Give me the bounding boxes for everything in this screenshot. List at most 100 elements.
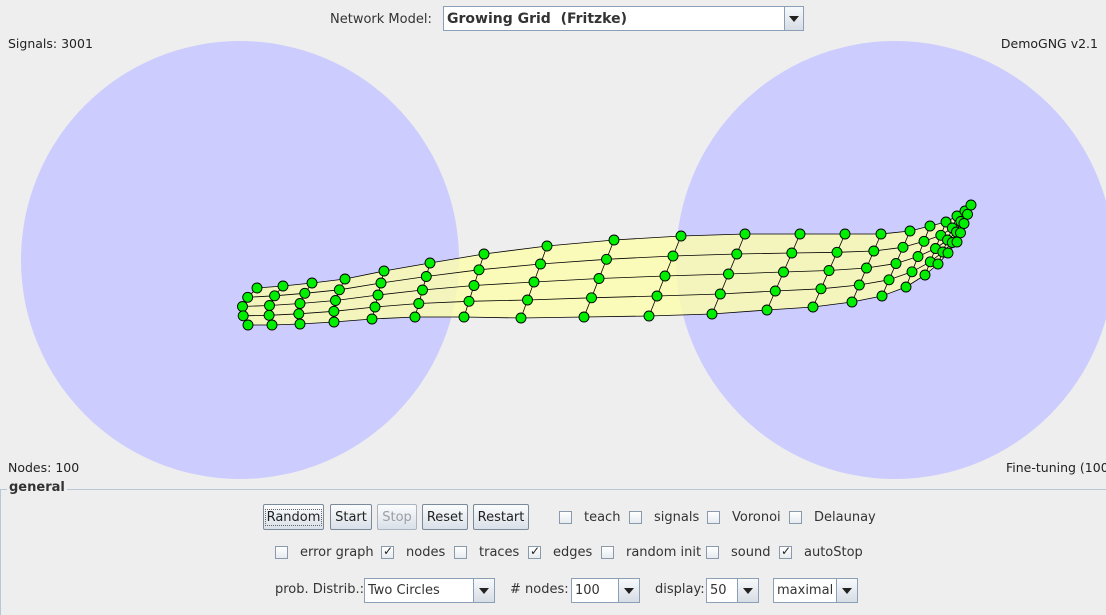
- mesh-edge: [333, 306, 376, 312]
- autostop-checkbox[interactable]: autoStop: [779, 544, 863, 560]
- mesh-edge: [812, 301, 853, 308]
- signals-count: Signals: 3001: [8, 36, 93, 51]
- num-nodes-dropdown-button[interactable]: [618, 579, 639, 602]
- grid-node: [904, 225, 916, 237]
- grid-node: [739, 228, 751, 240]
- grid-node: [667, 250, 679, 262]
- grid-node: [328, 305, 340, 317]
- mesh-edge: [463, 316, 522, 319]
- grid-node: [330, 295, 341, 306]
- autostop-checkbox-box[interactable]: [779, 544, 792, 559]
- grid-node: [269, 290, 281, 302]
- prob-distrib-select[interactable]: Two Circles: [364, 578, 495, 603]
- nodes-checkbox[interactable]: nodes: [381, 544, 445, 560]
- mesh-edge: [380, 276, 427, 284]
- voronoi-checkbox-label: Voronoi: [732, 510, 781, 525]
- grid-node: [375, 277, 387, 289]
- delaunay-checkbox[interactable]: Delaunay: [789, 510, 876, 525]
- mesh-edge: [339, 282, 382, 291]
- error-graph-checkbox[interactable]: error graph: [275, 545, 374, 560]
- mesh-edge: [333, 318, 373, 323]
- teach-checkbox-box[interactable]: [559, 511, 572, 524]
- grid-node: [333, 284, 345, 296]
- version-label: DemoGNG v2.1: [1000, 36, 1098, 51]
- signals-checkbox-label: signals: [654, 510, 700, 525]
- mesh-edge: [298, 310, 334, 315]
- error-graph-checkbox-box[interactable]: [275, 546, 288, 559]
- num-nodes-select[interactable]: 100: [571, 578, 640, 603]
- network-model-select[interactable]: Growing Grid (Fritzke): [443, 6, 804, 31]
- mesh-edge: [664, 273, 729, 277]
- mesh-edge: [299, 321, 335, 325]
- grid-node: [778, 266, 789, 278]
- mesh-edge: [473, 281, 535, 286]
- edges-checkbox[interactable]: edges: [528, 544, 593, 560]
- grid-node: [839, 228, 851, 240]
- mesh-edge: [728, 271, 784, 275]
- stop-button[interactable]: Stop: [377, 504, 417, 530]
- display-dropdown-button[interactable]: [737, 579, 758, 602]
- mesh-edge: [672, 253, 737, 257]
- random-button[interactable]: Random: [263, 504, 324, 530]
- delaunay-checkbox-box[interactable]: [789, 511, 802, 524]
- distribution-circle-left: [21, 41, 459, 479]
- grid-node: [586, 292, 597, 304]
- prob-distrib-dropdown-button[interactable]: [473, 579, 494, 602]
- sound-checkbox[interactable]: sound: [706, 545, 770, 560]
- simulation-canvas[interactable]: Signals: 3001 DemoGNG v2.1 Nodes: 100 Fi…: [0, 35, 1106, 485]
- mesh-edge: [299, 300, 336, 304]
- grid-node: [601, 253, 612, 265]
- grid-node: [515, 312, 527, 324]
- mesh-edge: [311, 278, 346, 284]
- network-model-label: Network Model:: [330, 11, 432, 27]
- display-select[interactable]: 50: [706, 578, 759, 603]
- grid-node: [413, 298, 425, 309]
- network-model-dropdown-button[interactable]: [784, 7, 803, 30]
- grid-node: [846, 296, 858, 308]
- grid-node: [608, 234, 620, 246]
- mesh-edge: [374, 303, 419, 308]
- random-init-checkbox-box[interactable]: [601, 546, 614, 559]
- grid-node: [242, 319, 254, 331]
- grid-node: [251, 282, 263, 294]
- speed-dropdown-button[interactable]: [836, 579, 857, 602]
- signals-checkbox-box[interactable]: [629, 511, 642, 524]
- mesh-edge: [720, 290, 776, 295]
- grid-node: [264, 300, 275, 311]
- voronoi-checkbox-box[interactable]: [707, 511, 720, 524]
- grid-node: [294, 298, 306, 309]
- chevron-down-icon: [624, 587, 634, 594]
- signals-checkbox[interactable]: signals: [629, 510, 699, 525]
- mesh-edge: [583, 315, 650, 318]
- random-init-checkbox[interactable]: random init: [601, 545, 701, 560]
- reset-button[interactable]: Reset: [422, 504, 468, 530]
- grid-node: [578, 311, 590, 323]
- traces-checkbox-box[interactable]: [454, 546, 467, 559]
- restart-button[interactable]: Restart: [473, 504, 529, 530]
- speed-select[interactable]: maximal: [773, 578, 858, 603]
- grid-node: [731, 248, 743, 260]
- mesh-edge: [546, 239, 615, 247]
- sound-checkbox-box[interactable]: [706, 546, 719, 559]
- edges-checkbox-box[interactable]: [528, 544, 541, 559]
- general-panel-title: general: [7, 480, 67, 495]
- grid-node: [965, 199, 977, 211]
- grid-node: [328, 316, 340, 328]
- voronoi-checkbox[interactable]: Voronoi: [707, 510, 781, 525]
- mesh-nodes-layer: [237, 199, 977, 331]
- start-button[interactable]: Start: [330, 504, 372, 530]
- traces-checkbox[interactable]: traces: [454, 545, 519, 560]
- grid-node: [293, 308, 305, 320]
- teach-checkbox-label: teach: [584, 510, 621, 525]
- nodes-checkbox-box[interactable]: [381, 544, 394, 559]
- grid-node: [868, 245, 880, 257]
- teach-checkbox[interactable]: teach: [559, 510, 620, 525]
- grid-node: [409, 311, 421, 323]
- delaunay-checkbox-label: Delaunay: [814, 510, 876, 525]
- grid-node: [522, 294, 533, 306]
- mesh-edge: [520, 316, 585, 319]
- chevron-down-icon: [479, 587, 489, 594]
- edges-checkbox-label: edges: [553, 545, 593, 560]
- mesh-edge: [533, 278, 600, 283]
- mesh-edge: [820, 284, 860, 290]
